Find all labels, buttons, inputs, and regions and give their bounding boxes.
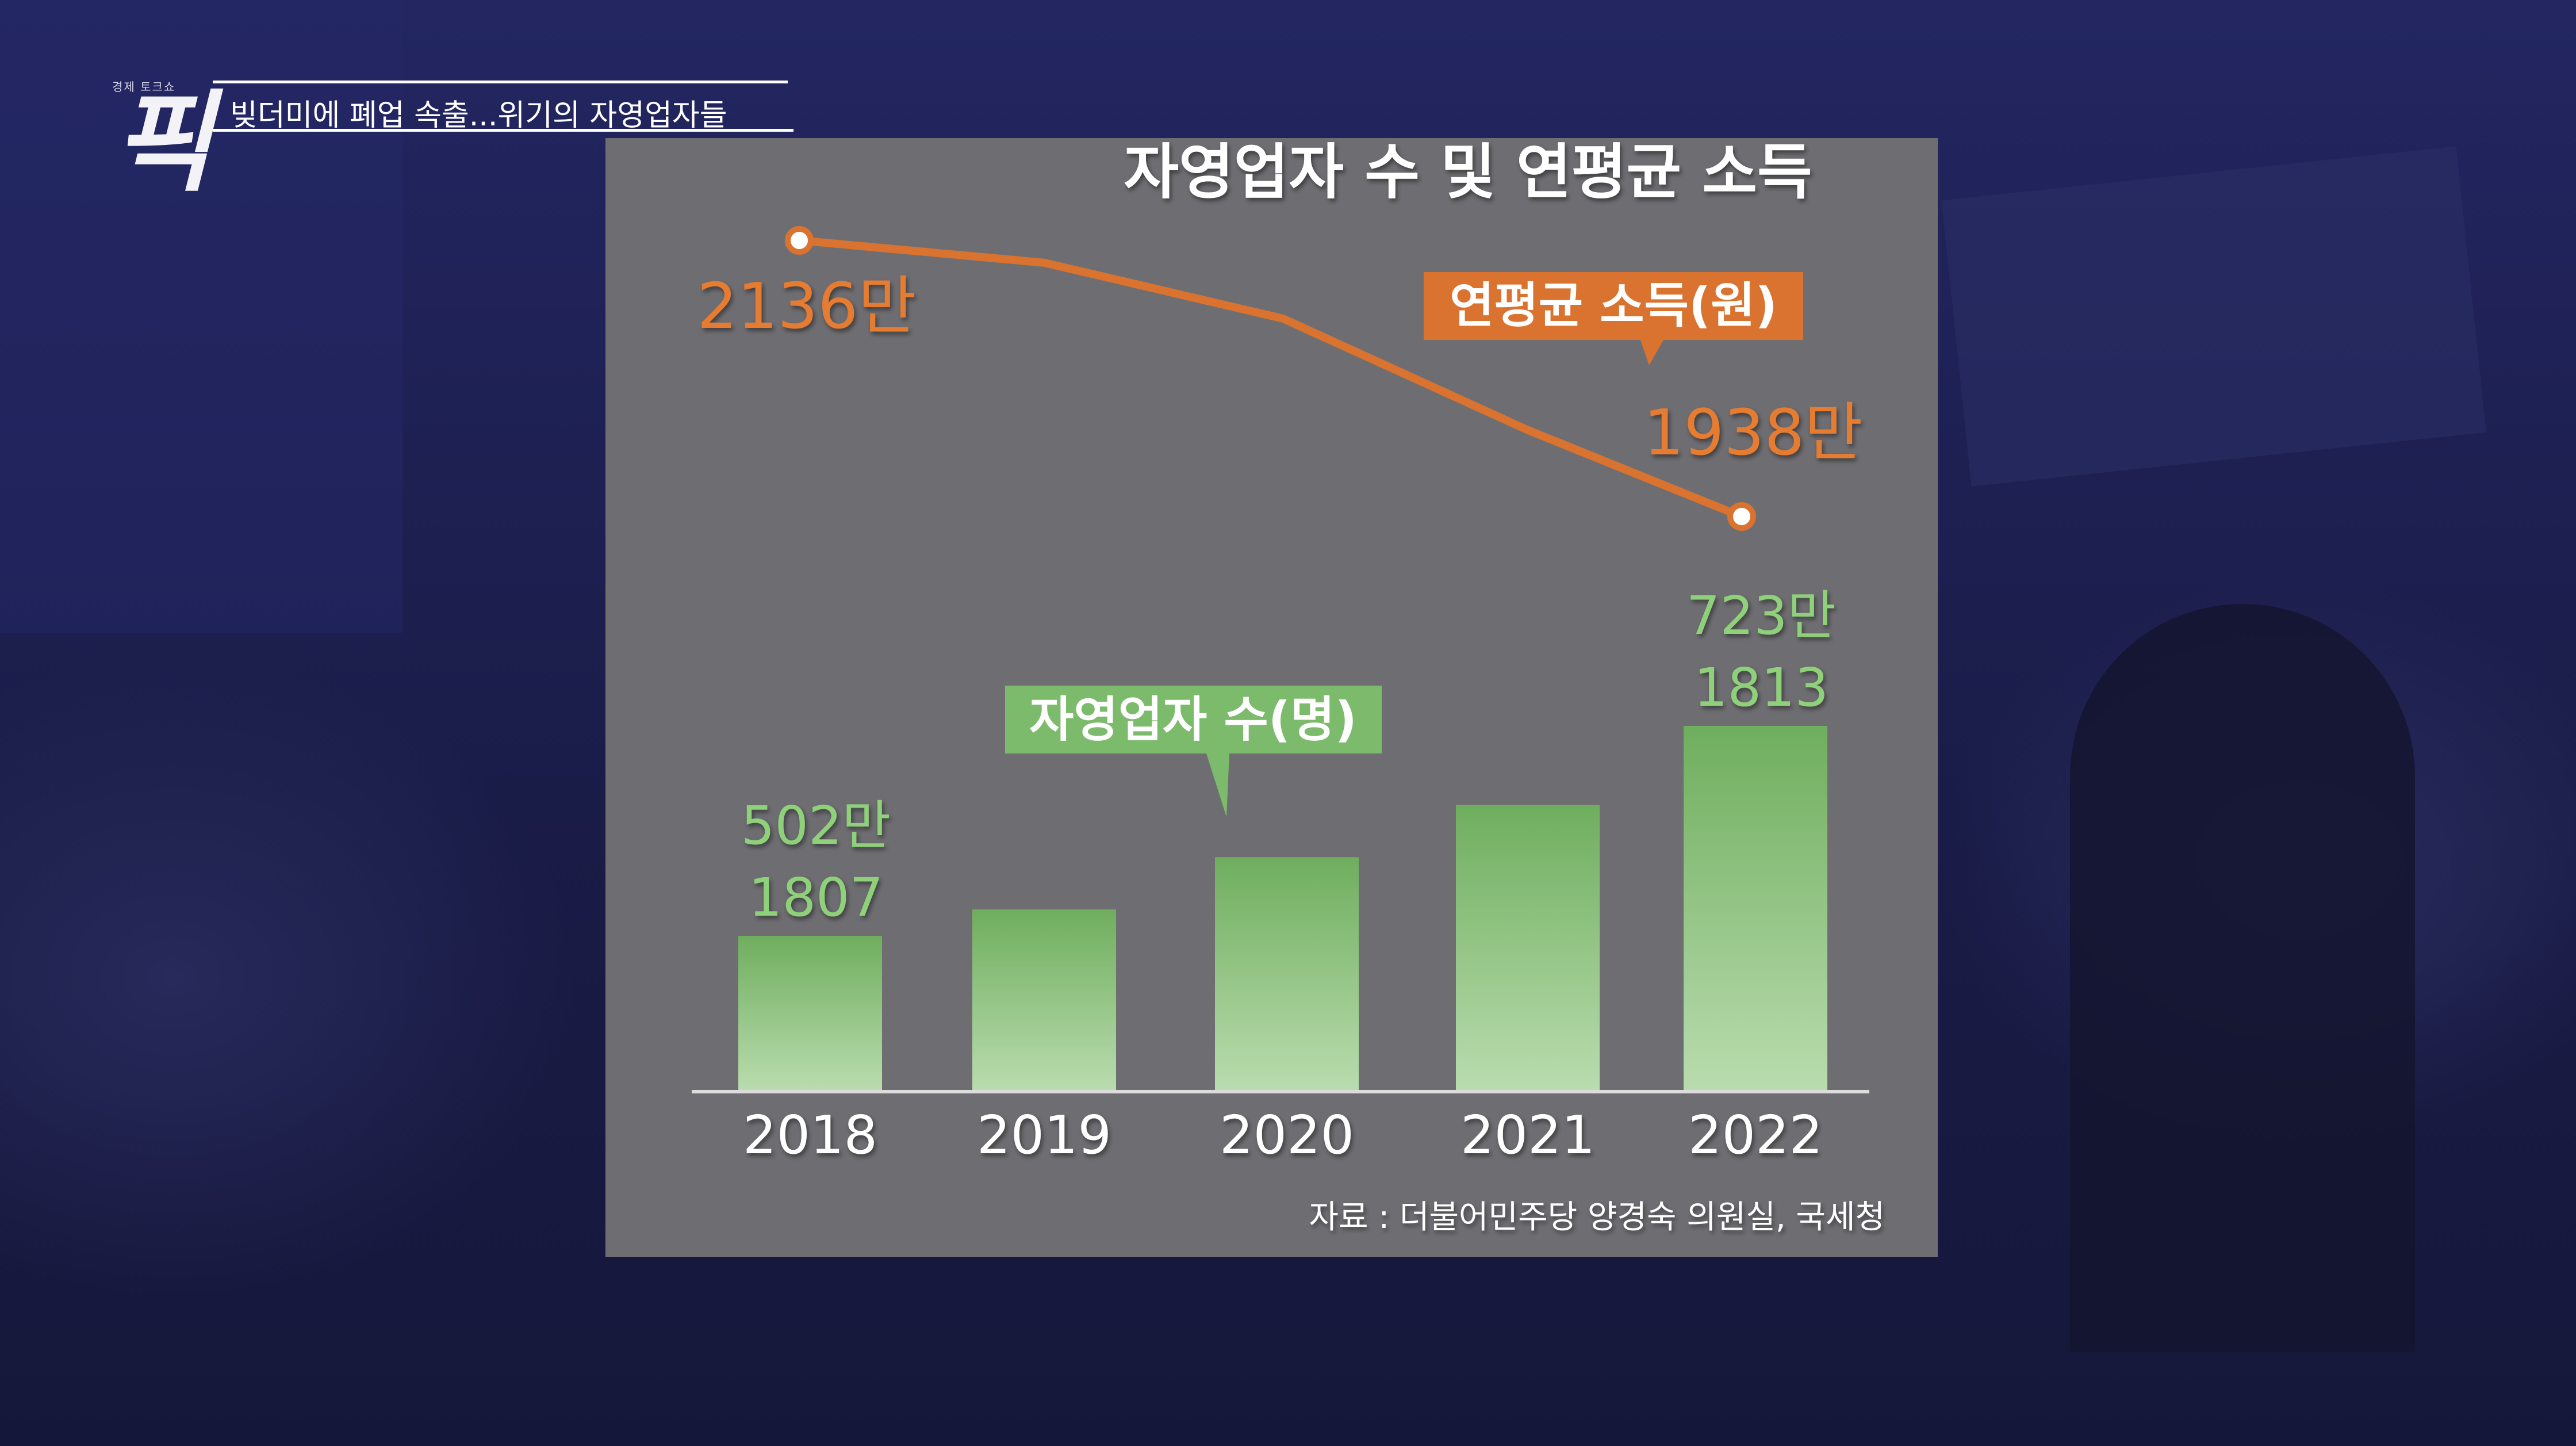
line-legend-callout: 연평균 소득(원) xyxy=(1424,272,1803,365)
line-point-2018 xyxy=(785,226,814,255)
bar-legend-box xyxy=(1005,686,1382,753)
bar-value-label: 1807 xyxy=(749,867,883,928)
bar-value-label: 1813 xyxy=(1694,657,1828,718)
headline-text: 빚더미에 폐업 속출...위기의 자영업자들 xyxy=(230,98,727,133)
line-value-label: 1938만 xyxy=(1643,396,1862,469)
x-tick-label: 2022 xyxy=(1688,1104,1823,1166)
logo-subtitle: 경제 토크쇼 xyxy=(112,80,176,94)
x-tick-label: 2021 xyxy=(1460,1104,1595,1166)
headline-rule-bottom xyxy=(213,129,793,132)
bar-2018 xyxy=(738,936,882,1090)
source-note: 자료 : 더불어민주당 양경숙 의원실, 국세청 xyxy=(1309,1199,1885,1236)
chart-panel: 자영업자 수 및 연평균 소득 502만 1807 723만 1813 2018 201… xyxy=(605,138,1938,1257)
background-shape xyxy=(0,0,402,633)
bar-2019 xyxy=(972,909,1116,1090)
bar-value-label: 502만 xyxy=(741,795,891,856)
headline-rule-top xyxy=(213,81,788,83)
bar-2022 xyxy=(1684,726,1827,1090)
bar-series: 502만 1807 723만 1813 xyxy=(738,585,1836,1090)
bar-legend-pointer xyxy=(1206,753,1229,817)
line-value-label: 2136만 xyxy=(697,269,916,343)
line-legend-box xyxy=(1424,272,1803,340)
x-axis-ticks: 2018 2019 2020 2021 2022 xyxy=(743,1104,1823,1166)
line-point-2022 xyxy=(1727,502,1756,531)
logo-mark: 픽 xyxy=(112,78,213,206)
x-tick-label: 2018 xyxy=(743,1104,877,1166)
line-series: 2136만 1938만 xyxy=(697,226,1863,531)
bar-2021 xyxy=(1456,805,1600,1090)
background-person-silhouette xyxy=(2070,604,2415,1352)
x-tick-label: 2019 xyxy=(977,1104,1111,1166)
background-shape xyxy=(1941,146,2486,487)
headline-banner: 빚더미에 폐업 속출...위기의 자영업자들 xyxy=(213,81,793,133)
bar-legend-callout: 자영업자 수(명) xyxy=(1005,686,1382,817)
x-tick-label: 2020 xyxy=(1220,1104,1354,1166)
bar-legend-label: 자영업자 수(명) xyxy=(1029,691,1357,748)
chart-title: 자영업자 수 및 연평균 소득 xyxy=(1124,138,1812,207)
bar-value-label: 723만 xyxy=(1686,585,1836,647)
program-logo: 경제 토크쇼 픽 xyxy=(112,78,213,227)
line-legend-pointer xyxy=(1640,340,1663,365)
income-line xyxy=(795,236,1746,521)
line-legend-label: 연평균 소득(원) xyxy=(1450,277,1777,334)
bar-2020 xyxy=(1215,857,1359,1090)
